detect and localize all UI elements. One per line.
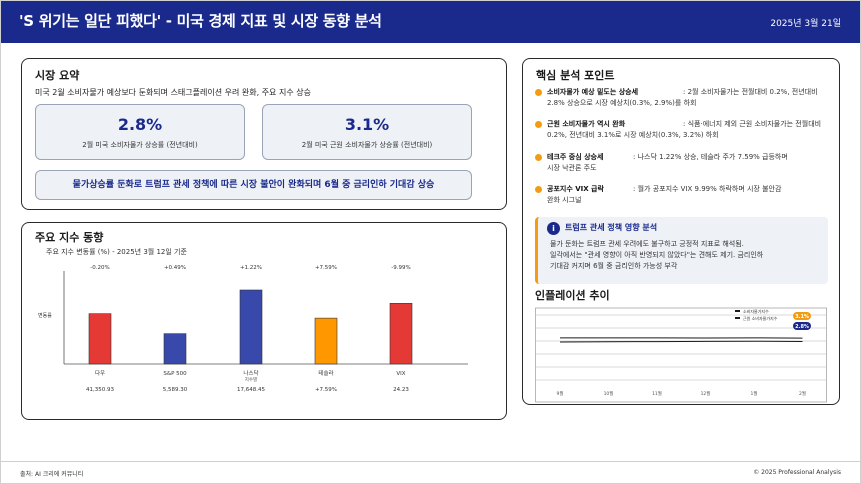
- key-point-text: : 월가 공포지수 VIX 9.99% 하락하며 시장 불안감: [633, 185, 782, 193]
- x-tick-label: 2월: [799, 390, 806, 397]
- x-tick-label: 11월: [652, 390, 662, 397]
- tariff-policy-box: i 트럼프 관세 정책 영향 분석 물가 둔화는 트럼프 관세 우려에도 불구하…: [535, 217, 828, 284]
- key-point-heading: 소비자물가 예상 밑도는 상승세: [547, 88, 639, 96]
- series-end-label: 2.8%: [795, 324, 809, 330]
- index-trend-card: 주요 지수 동향 주요 지수 변동률 (%) - 2025년 3월 12일 기준…: [21, 222, 507, 420]
- page-title: 'S 위기는 일단 피했다' - 미국 경제 지표 및 시장 동향 분석: [19, 12, 382, 30]
- bullet-dot-icon: [535, 121, 542, 128]
- key-point-text: : 식품·에너지 제외 근원 소비자물가는 전월대비: [683, 120, 822, 128]
- inflation-chart-title: 인플레이션 추이: [535, 289, 610, 302]
- legend-swatch: [735, 310, 740, 312]
- key-points-title: 핵심 분석 포인트: [536, 69, 615, 82]
- footer-divider: [0, 461, 861, 462]
- bar-2: [163, 333, 187, 365]
- x-tick-label: 1월: [750, 390, 757, 397]
- cpi-value: 2.8%: [117, 115, 163, 134]
- chart-frame: [535, 307, 827, 403]
- core-cpi-value: 3.1%: [344, 115, 390, 134]
- bar-bottom-label: 24.23: [393, 387, 409, 393]
- report-date: 2025년 3월 21일: [770, 19, 841, 29]
- bar-value-label: -9.99%: [391, 265, 410, 271]
- category-label: 테슬라: [318, 369, 333, 377]
- bullet-dot-icon: [535, 89, 542, 96]
- market-summary-card: 시장 요약 미국 2월 소비자물가 예상보다 둔화되며 스태그플레이션 우려 완…: [21, 58, 507, 210]
- summary-banner: 물가상승률 둔화로 트럼프 관세 정책에 따른 시장 불안이 완화되며 6월 중…: [35, 170, 472, 200]
- key-point-heading: 공포지수 VIX 급락: [547, 185, 604, 193]
- key-point-text-2: 완화 시그널: [547, 196, 582, 204]
- core-cpi-label: 2월 미국 근원 소비자물가 상승률 (전년대비): [301, 141, 433, 149]
- bar-bottom-label: +7.59%: [315, 387, 337, 393]
- key-point-text-2: 시장 낙관론 주도: [547, 164, 597, 172]
- footer-source: 출처: AI 크리에 커뮤니티: [20, 471, 84, 478]
- legend-entry: 근원 소비자물가지수: [743, 315, 778, 321]
- bar-5: [389, 303, 413, 365]
- key-point-text: : 나스닥 1.22% 상승, 테슬라 주가 7.59% 급등하며: [633, 153, 788, 161]
- summary-title: 시장 요약: [35, 69, 80, 82]
- policy-text-line: 물가 둔화는 트럼프 관세 우려에도 불구하고 긍정적 지표로 해석됨.: [550, 240, 744, 248]
- key-point-text: : 2월 소비자물가는 전월대비 0.2%, 전년대비: [683, 88, 818, 96]
- key-point-text-2: 2.8% 상승으로 시장 예상치(0.3%, 2.9%)를 하회: [547, 99, 697, 107]
- footer-copyright: © 2025 Professional Analysis: [753, 469, 841, 476]
- policy-text-line: 일각에서는 "관세 영향이 아직 반영되지 않았다"는 견해도 제기. 금리인하: [550, 251, 764, 259]
- core-cpi-stat-box: 3.1% 2월 미국 근원 소비자물가 상승률 (전년대비): [262, 104, 472, 160]
- y-axis-label: 변동률: [38, 312, 52, 319]
- bar-3: [239, 289, 263, 365]
- bar-value-label: +1.22%: [240, 265, 262, 271]
- series-end-badge: [793, 322, 811, 330]
- policy-text-line: 기대감 커지며 6월 중 금리인하 가능성 부각: [550, 262, 678, 270]
- cpi-stat-box: 2.8% 2월 미국 소비자물가 상승률 (전년대비): [35, 104, 245, 160]
- bar-bottom-label: 41,350.93: [86, 387, 114, 393]
- key-point-heading: 근원 소비자물가 역시 완화: [547, 120, 626, 128]
- series-end-badge: [793, 312, 811, 320]
- legend-swatch: [735, 317, 740, 319]
- x-tick-label: 9월: [556, 390, 563, 397]
- policy-title: 트럼프 관세 정책 영향 분석: [565, 223, 658, 232]
- category-label: S&P 500: [163, 371, 187, 377]
- category-label: VIX: [396, 371, 405, 377]
- key-point-text-2: 0.2%, 전년대비 3.1%로 시장 예상치(0.3%, 3.2%) 하회: [547, 131, 719, 139]
- x-tick-label: 12월: [701, 390, 711, 397]
- bar-value-label: +7.59%: [315, 265, 337, 271]
- category-label: 나스닥: [243, 369, 258, 377]
- bar-bottom-label: 17,648.45: [237, 387, 265, 393]
- summary-subtitle: 미국 2월 소비자물가 예상보다 둔화되며 스태그플레이션 우려 완화, 주요 …: [35, 88, 311, 97]
- x-tick-label: 10월: [604, 390, 614, 397]
- cpi-label: 2월 미국 소비자물가 상승률 (전년대비): [82, 141, 198, 149]
- bar-1: [88, 313, 112, 365]
- header-bar: 'S 위기는 일단 피했다' - 미국 경제 지표 및 시장 동향 분석 202…: [0, 0, 861, 43]
- index-bar-chart: 변동률 -0.20% 다우 41,350.93 +0.49% S&P 500 5,589.3…: [38, 265, 468, 393]
- series-line-1: [559, 340, 803, 343]
- series-end-label: 3.1%: [795, 314, 809, 320]
- key-points-card: 핵심 분석 포인트 소비자물가 예상 밑도는 상승세 : 2월 소비자물가는 전…: [522, 58, 840, 405]
- index-chart-title: 주요 지수 동향: [35, 231, 104, 244]
- key-point-heading: 테크주 중심 상승세: [547, 153, 604, 161]
- info-icon: i: [547, 222, 560, 235]
- index-chart-subtitle: 주요 지수 변동률 (%) - 2025년 3월 12일 기준: [46, 248, 187, 256]
- bar-value-label: -0.20%: [90, 265, 109, 271]
- legend-entry: 소비자물가지수: [743, 308, 769, 314]
- inflation-line-chart: 50%40%30%20%10%0%9월10월11월12월1월2월2.8%소비자물…: [535, 307, 827, 403]
- bullet-dot-icon: [535, 186, 542, 193]
- bullet-dot-icon: [535, 154, 542, 161]
- category-sublabel: 지수별: [245, 376, 257, 383]
- bar-value-label: +0.49%: [164, 265, 186, 271]
- bar-4: [314, 317, 338, 365]
- bar-bottom-label: 5,589.30: [163, 387, 188, 393]
- category-label: 다우: [95, 369, 105, 377]
